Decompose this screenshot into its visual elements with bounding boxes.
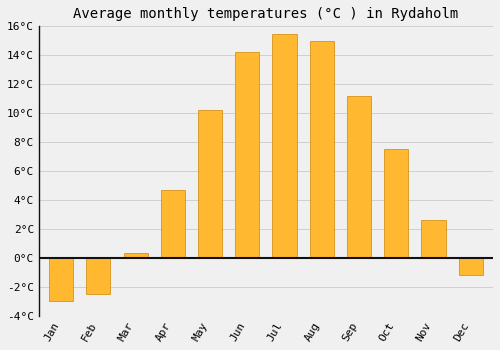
Title: Average monthly temperatures (°C ) in Rydaholm: Average monthly temperatures (°C ) in Ry… bbox=[74, 7, 458, 21]
Bar bbox=[198, 110, 222, 258]
Bar bbox=[347, 96, 371, 258]
Bar bbox=[124, 253, 148, 258]
Bar bbox=[422, 220, 446, 258]
Bar bbox=[235, 52, 260, 258]
Bar bbox=[272, 34, 296, 258]
Bar bbox=[310, 41, 334, 258]
Bar bbox=[384, 149, 408, 258]
Bar bbox=[86, 258, 110, 294]
Bar bbox=[160, 190, 185, 258]
Bar bbox=[49, 258, 73, 301]
Bar bbox=[458, 258, 483, 275]
